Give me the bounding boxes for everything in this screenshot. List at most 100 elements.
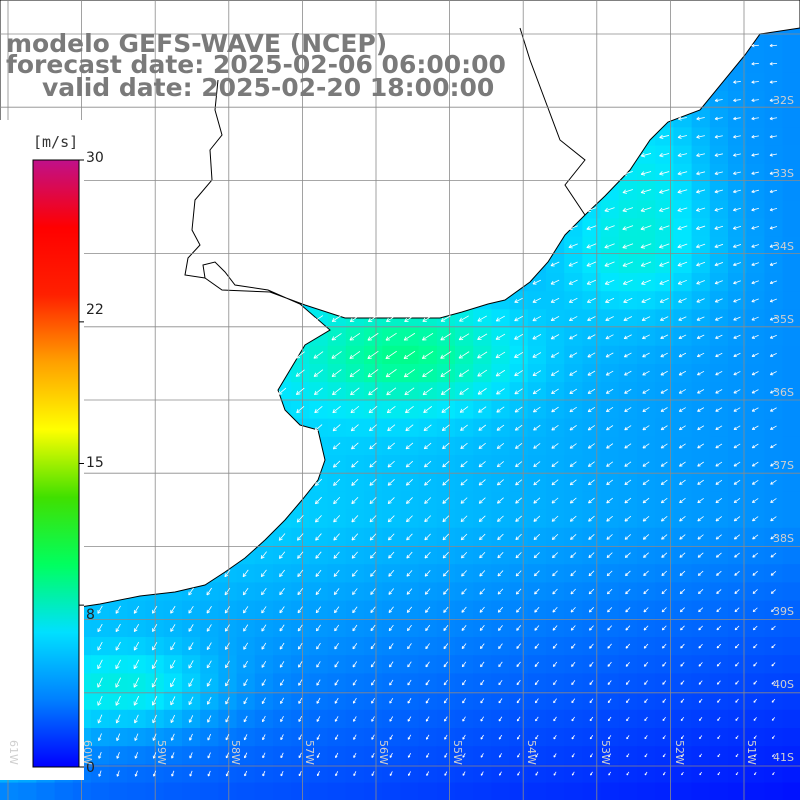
field-cell bbox=[637, 546, 656, 565]
wind-arrow bbox=[606, 461, 614, 467]
wind-arrow bbox=[479, 570, 486, 577]
wind-arrow bbox=[460, 461, 468, 468]
field-cell bbox=[527, 564, 547, 583]
field-cell bbox=[673, 709, 693, 729]
wind-arrow bbox=[388, 533, 395, 541]
wind-arrow bbox=[353, 771, 357, 777]
lon-label-60w: 60W bbox=[81, 740, 94, 765]
wind-arrow bbox=[624, 534, 631, 540]
wind-arrow bbox=[495, 333, 506, 340]
field-cell bbox=[691, 618, 711, 638]
field-cell bbox=[582, 673, 602, 693]
wind-arrow bbox=[478, 479, 486, 486]
wind-arrow bbox=[551, 461, 559, 467]
colorbar-tick-15: 15 bbox=[86, 455, 104, 471]
field-cell bbox=[455, 527, 474, 547]
field-cell bbox=[291, 618, 310, 638]
field-cell bbox=[600, 382, 620, 401]
field-cell bbox=[182, 637, 201, 656]
wind-arrow bbox=[715, 534, 722, 540]
wind-arrow bbox=[715, 425, 723, 431]
field-cell bbox=[691, 728, 711, 747]
wind-arrow bbox=[97, 733, 102, 742]
field-cell bbox=[327, 418, 347, 438]
field-cell bbox=[491, 764, 511, 784]
wind-arrow bbox=[769, 80, 778, 84]
field-cell bbox=[109, 618, 128, 638]
wind-arrow bbox=[279, 606, 285, 614]
wind-arrow bbox=[334, 642, 339, 650]
field-cell bbox=[418, 473, 438, 492]
wind-arrow bbox=[116, 752, 120, 759]
wind-arrow bbox=[769, 62, 778, 66]
wind-arrow bbox=[298, 771, 302, 777]
wind-arrow bbox=[733, 80, 741, 84]
wind-arrow bbox=[369, 478, 377, 486]
field-cell bbox=[509, 364, 529, 383]
field-cell bbox=[728, 527, 747, 547]
wind-arrow bbox=[371, 716, 375, 722]
wind-arrow bbox=[115, 623, 121, 633]
field-cell bbox=[182, 600, 201, 620]
wind-arrow bbox=[714, 262, 724, 267]
wind-arrow bbox=[386, 387, 397, 396]
field-cell bbox=[473, 345, 492, 365]
wind-arrow bbox=[535, 716, 539, 722]
wind-arrow bbox=[334, 679, 339, 686]
field-cell bbox=[673, 600, 693, 620]
wind-arrow bbox=[460, 551, 468, 559]
wind-arrow bbox=[152, 714, 157, 724]
field-cell bbox=[382, 491, 401, 511]
wind-arrow bbox=[551, 515, 559, 522]
wind-arrow bbox=[661, 570, 668, 576]
field-cell bbox=[491, 673, 511, 693]
wind-arrow bbox=[625, 680, 630, 685]
wind-arrow bbox=[516, 625, 522, 631]
wind-arrow bbox=[115, 677, 122, 688]
field-cell bbox=[546, 764, 565, 784]
wind-arrow bbox=[697, 461, 704, 467]
wind-arrow bbox=[333, 515, 341, 523]
field-cell bbox=[782, 455, 800, 474]
wind-arrow bbox=[698, 698, 703, 703]
field-cell bbox=[637, 618, 656, 638]
wind-arrow bbox=[496, 406, 505, 413]
field-cell bbox=[218, 582, 238, 602]
field-cell bbox=[637, 655, 656, 674]
wind-arrow bbox=[515, 515, 522, 522]
wind-arrow bbox=[716, 643, 722, 649]
wind-arrow bbox=[351, 533, 359, 541]
wind-arrow bbox=[771, 717, 776, 721]
wind-arrow bbox=[623, 316, 633, 322]
field-cell bbox=[254, 709, 274, 729]
wind-arrow bbox=[771, 607, 776, 613]
field-cell bbox=[436, 327, 456, 347]
wind-arrow bbox=[733, 461, 741, 467]
wind-arrow bbox=[152, 752, 157, 759]
wind-arrow bbox=[242, 587, 249, 596]
wind-arrow bbox=[751, 226, 760, 230]
wind-arrow bbox=[316, 642, 321, 650]
wind-arrow bbox=[769, 334, 777, 339]
wind-arrow bbox=[753, 771, 757, 776]
wind-arrow bbox=[714, 298, 723, 303]
wind-arrow bbox=[207, 770, 211, 777]
wind-arrow bbox=[350, 424, 359, 432]
wind-arrow bbox=[680, 680, 685, 685]
field-cell bbox=[182, 655, 201, 674]
field-cell bbox=[455, 600, 474, 620]
wind-arrow bbox=[206, 678, 212, 687]
wind-arrow bbox=[516, 643, 521, 649]
wind-arrow bbox=[407, 643, 412, 650]
wind-arrow bbox=[243, 679, 248, 687]
wind-arrow bbox=[569, 497, 577, 504]
field-cell bbox=[345, 418, 365, 438]
wind-arrow bbox=[642, 370, 650, 376]
field-cell bbox=[400, 491, 420, 511]
field-cell bbox=[782, 345, 800, 365]
wind-arrow bbox=[425, 661, 430, 668]
wind-arrow bbox=[496, 479, 504, 486]
field-cell bbox=[273, 728, 292, 747]
field-cell bbox=[600, 309, 620, 329]
